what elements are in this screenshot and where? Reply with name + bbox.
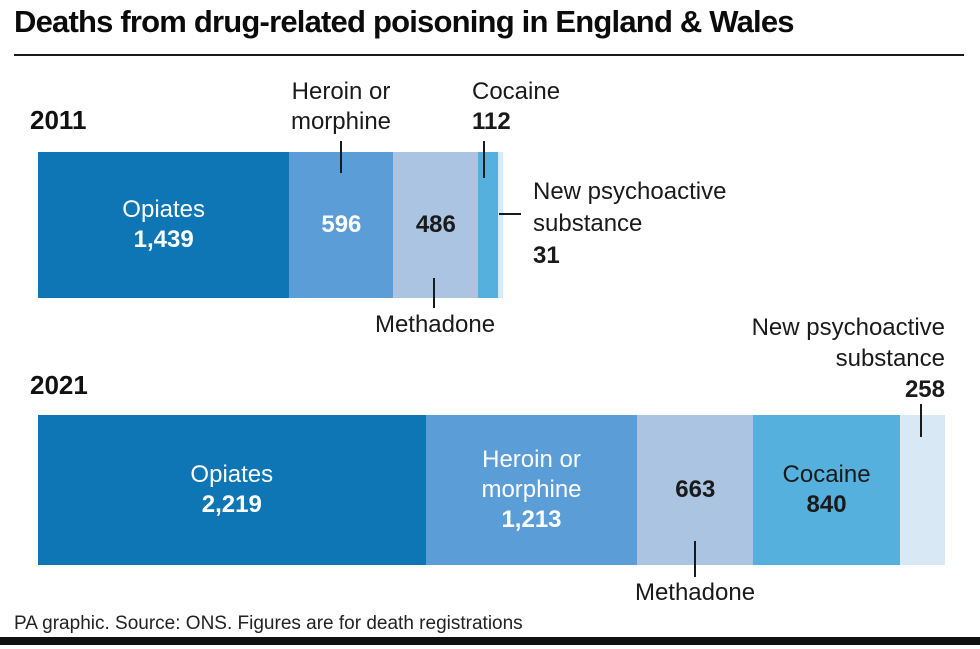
callout-methadone-2021: Methadone bbox=[634, 579, 756, 606]
bar-2021: Opiates 2,219 Heroin or morphine 1,213 663 Coc… bbox=[38, 415, 945, 565]
segment-2021-methadone: 663 bbox=[637, 415, 754, 565]
callout-line: Heroin or bbox=[291, 78, 391, 105]
tick-heroin-2011 bbox=[340, 141, 342, 173]
callout-line: Cocaine bbox=[472, 78, 561, 105]
callout-value: 258 bbox=[904, 376, 945, 403]
segment-label: Opiates bbox=[190, 461, 274, 488]
segment-2021-heroin-or-morphine: Heroin or morphine 1,213 bbox=[425, 415, 638, 565]
segment-2011-heroin-or-morphine: 596 bbox=[289, 152, 394, 298]
callout-value: 31 bbox=[533, 242, 560, 269]
segment-label: Heroin or bbox=[482, 446, 581, 473]
footer-rule bbox=[0, 637, 980, 645]
title-divider bbox=[14, 54, 964, 56]
segment-label: Cocaine bbox=[782, 461, 871, 488]
segment-2021-cocaine: Cocaine 840 bbox=[753, 415, 900, 565]
bar-2011: Opiates 1,439 596 486 bbox=[38, 152, 945, 298]
callout-line: substance bbox=[835, 345, 945, 372]
segment-label: 1,439 bbox=[133, 226, 194, 253]
segment-label: 2,219 bbox=[201, 491, 262, 518]
leader-nps-2011 bbox=[499, 213, 521, 215]
segment-label: 663 bbox=[675, 476, 716, 503]
source-note: PA graphic. Source: ONS. Figures are for… bbox=[14, 613, 523, 634]
callout-nps-2011: New psychoactive substance 31 bbox=[533, 176, 726, 272]
year-label-2021: 2021 bbox=[30, 370, 88, 400]
segment-label: 840 bbox=[806, 491, 847, 518]
page-title: Deaths from drug-related poisoning in En… bbox=[14, 4, 795, 39]
callout-cocaine-2011: Cocaine 112 bbox=[472, 77, 560, 137]
segment-2021-opiates: Opiates 2,219 bbox=[38, 415, 426, 565]
callout-value: 112 bbox=[472, 108, 511, 135]
tick-nps-2021 bbox=[920, 404, 922, 437]
segment-label: 486 bbox=[415, 211, 456, 238]
callout-heroin-morphine-2011: Heroin or morphine bbox=[241, 77, 441, 137]
callout-line: substance bbox=[533, 210, 643, 237]
callout-nps-2021: New psychoactive substance 258 bbox=[745, 312, 945, 405]
segment-2021-new-psychoactive-substance bbox=[899, 415, 945, 565]
segment-2011-opiates: Opiates 1,439 bbox=[38, 152, 290, 298]
segment-2011-new-psychoactive-substance bbox=[497, 152, 504, 298]
segment-label: 1,213 bbox=[501, 506, 562, 533]
segment-label: Opiates bbox=[122, 196, 206, 223]
segment-2011-cocaine bbox=[478, 152, 498, 298]
callout-line: New psychoactive bbox=[751, 314, 945, 341]
callout-methadone-2011: Methadone bbox=[374, 311, 496, 338]
tick-methadone-2021 bbox=[694, 541, 696, 577]
segment-label: 596 bbox=[321, 211, 362, 238]
segment-label: morphine bbox=[481, 476, 582, 503]
tick-methadone-2011 bbox=[433, 278, 435, 308]
year-label-2011: 2011 bbox=[30, 105, 87, 135]
tick-cocaine-2011 bbox=[483, 141, 485, 178]
callout-line: New psychoactive bbox=[533, 178, 727, 205]
callout-line: morphine bbox=[290, 108, 392, 135]
segment-2011-methadone: 486 bbox=[393, 152, 479, 298]
